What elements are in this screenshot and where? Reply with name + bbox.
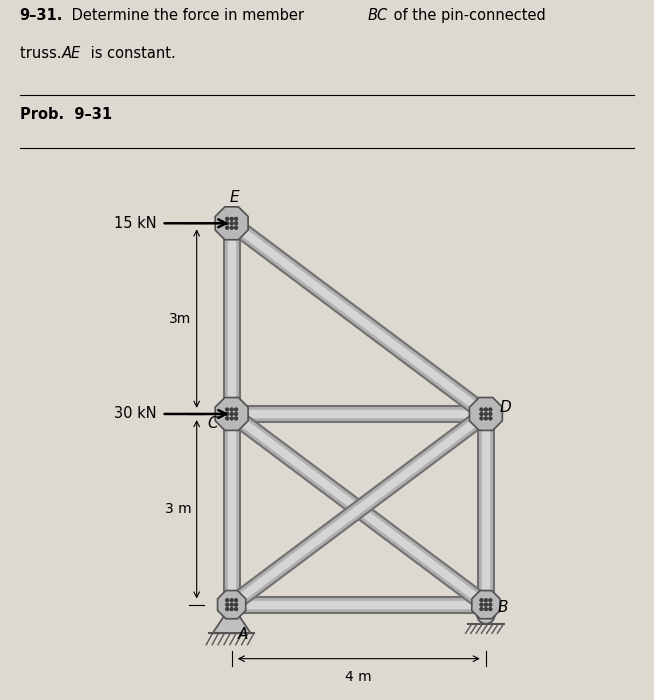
Polygon shape	[213, 605, 250, 634]
Text: 3m: 3m	[169, 312, 192, 326]
Text: 9–31.: 9–31.	[20, 8, 63, 23]
Circle shape	[484, 608, 488, 611]
Circle shape	[484, 416, 488, 420]
Circle shape	[234, 412, 238, 416]
Text: B: B	[497, 601, 508, 615]
Circle shape	[226, 608, 229, 611]
Circle shape	[477, 606, 495, 624]
Circle shape	[479, 416, 483, 420]
Text: Prob.  9–31: Prob. 9–31	[20, 108, 112, 122]
Text: 30 kN: 30 kN	[114, 407, 157, 421]
Text: C: C	[207, 416, 218, 431]
Circle shape	[226, 226, 229, 230]
Circle shape	[226, 221, 229, 225]
Circle shape	[489, 416, 492, 420]
Circle shape	[226, 598, 229, 602]
Circle shape	[226, 217, 229, 220]
Text: A: A	[238, 627, 249, 642]
Text: truss.: truss.	[20, 46, 66, 61]
Circle shape	[484, 603, 488, 606]
Circle shape	[479, 603, 483, 606]
Circle shape	[484, 598, 488, 602]
Circle shape	[234, 608, 238, 611]
Polygon shape	[472, 591, 500, 619]
Circle shape	[479, 608, 483, 611]
Circle shape	[479, 598, 483, 602]
Circle shape	[234, 407, 238, 412]
Circle shape	[489, 598, 492, 602]
Polygon shape	[215, 206, 248, 239]
Circle shape	[226, 407, 229, 412]
Circle shape	[479, 407, 483, 412]
Circle shape	[489, 412, 492, 416]
Circle shape	[226, 416, 229, 420]
Circle shape	[234, 416, 238, 420]
Circle shape	[234, 221, 238, 225]
Circle shape	[234, 603, 238, 606]
Circle shape	[230, 412, 233, 416]
Text: AE: AE	[62, 46, 81, 61]
Text: of the pin-connected: of the pin-connected	[389, 8, 546, 23]
Polygon shape	[218, 591, 246, 619]
Text: E: E	[230, 190, 239, 206]
Polygon shape	[470, 398, 502, 430]
Circle shape	[230, 407, 233, 412]
Circle shape	[230, 608, 233, 611]
Text: 15 kN: 15 kN	[114, 216, 157, 231]
Text: BC: BC	[368, 8, 388, 23]
Text: D: D	[500, 400, 511, 415]
Circle shape	[234, 598, 238, 602]
Circle shape	[230, 416, 233, 420]
Circle shape	[230, 603, 233, 606]
Circle shape	[234, 226, 238, 230]
Circle shape	[489, 407, 492, 412]
Circle shape	[484, 407, 488, 412]
Circle shape	[226, 603, 229, 606]
Circle shape	[489, 608, 492, 611]
Circle shape	[234, 217, 238, 220]
Circle shape	[479, 412, 483, 416]
Text: 3 m: 3 m	[165, 503, 192, 517]
Circle shape	[230, 598, 233, 602]
Circle shape	[230, 221, 233, 225]
Text: Determine the force in member: Determine the force in member	[67, 8, 309, 23]
Circle shape	[484, 412, 488, 416]
Text: 4 m: 4 m	[345, 670, 372, 684]
Circle shape	[489, 603, 492, 606]
Circle shape	[230, 217, 233, 220]
Polygon shape	[215, 398, 248, 430]
Text: is constant.: is constant.	[86, 46, 175, 61]
Circle shape	[230, 226, 233, 230]
Circle shape	[226, 412, 229, 416]
